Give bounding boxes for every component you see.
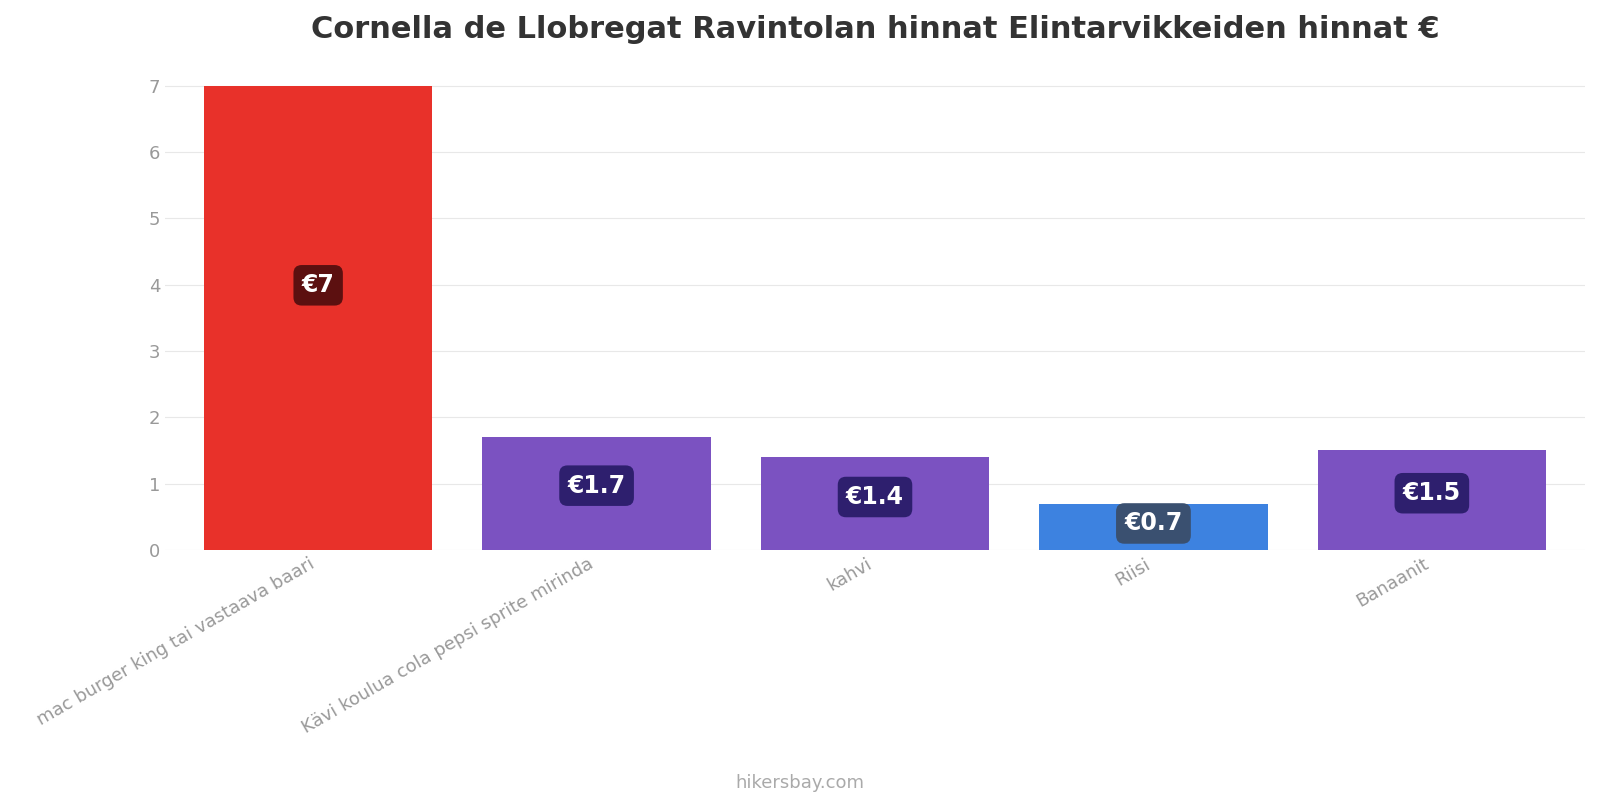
Bar <box>1040 503 1267 550</box>
Title: Cornella de Llobregat Ravintolan hinnat Elintarvikkeiden hinnat €: Cornella de Llobregat Ravintolan hinnat … <box>310 15 1440 44</box>
Text: €0.7: €0.7 <box>1125 511 1182 535</box>
Bar <box>762 457 989 550</box>
Text: €7: €7 <box>302 274 334 298</box>
Bar <box>205 86 432 550</box>
Text: hikersbay.com: hikersbay.com <box>736 774 864 792</box>
Text: €1.5: €1.5 <box>1403 482 1461 506</box>
Text: €1.7: €1.7 <box>568 474 626 498</box>
Bar <box>483 437 710 550</box>
Text: €1.4: €1.4 <box>846 485 904 509</box>
Bar <box>1318 450 1546 550</box>
